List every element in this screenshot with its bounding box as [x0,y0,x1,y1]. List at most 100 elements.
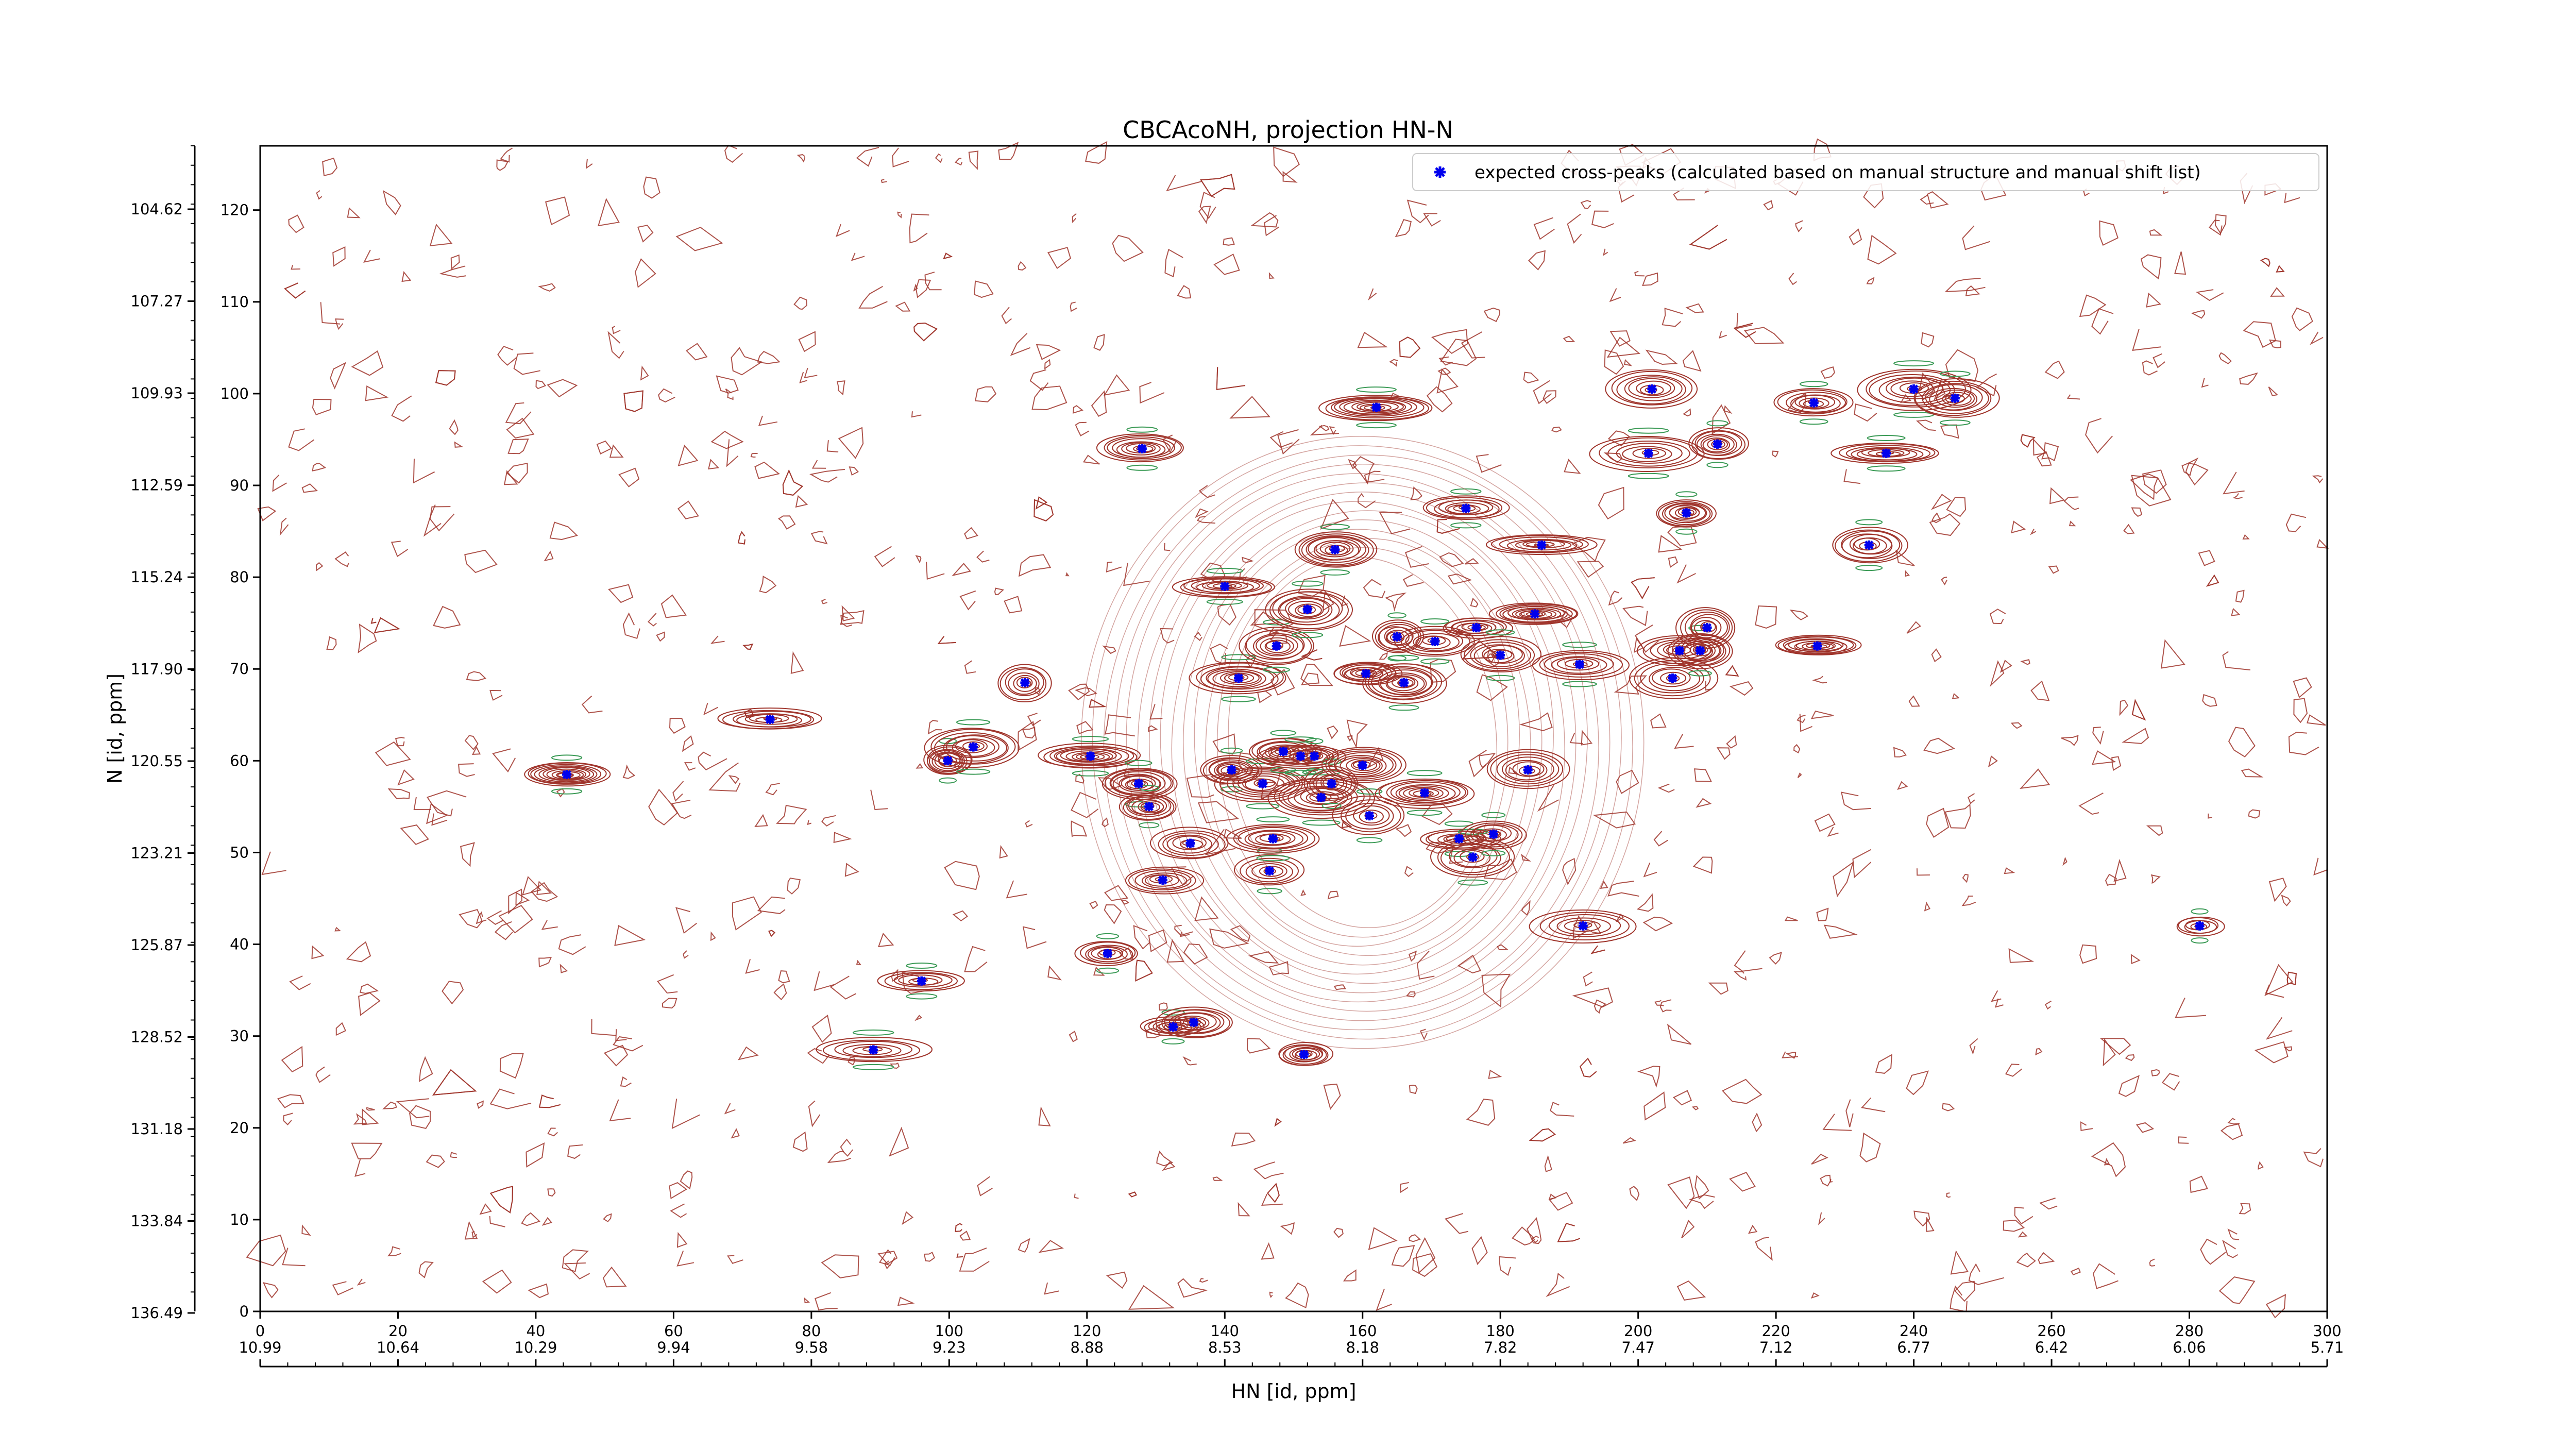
noise-contour [433,605,461,629]
noise-contour [1358,493,1376,509]
noise-contour [608,584,634,603]
noise-contour [2103,1038,2116,1067]
noise-contour [1952,693,1960,699]
expected-peak-marker [1265,866,1275,876]
noise-contour [1164,248,1183,278]
noise-contour [2285,513,2307,532]
noise-contour [728,775,740,784]
noise-contour [1036,344,1061,360]
noise-contour [856,959,862,966]
noise-contour [1476,454,1502,473]
noise-contour [937,636,957,644]
noise-contour [1483,858,1517,880]
noise-contour [429,223,453,247]
ppm-y-tick-label: 104.62 [131,200,183,218]
noise-contour [1400,1182,1409,1193]
noise-contour [547,1127,558,1137]
noise-contour [2030,528,2037,535]
noise-contour [677,500,699,519]
expected-peak-marker [1950,393,1960,403]
noise-contour [1789,609,1809,620]
peak-contour [1688,420,1749,468]
noise-contour [2195,289,2224,301]
noise-contour [2198,550,2215,566]
expected-peak-marker [1086,751,1095,761]
noise-contour [999,845,1008,859]
noise-contour [974,280,994,298]
noise-contour [622,764,636,779]
noise-contour [1818,1212,1825,1225]
noise-contour [564,1262,590,1280]
noise-contour [507,439,529,454]
noise-contour [591,1019,617,1036]
noise-contour [1772,450,1779,458]
noise-contour [1194,631,1202,642]
noise-contour [2175,997,2207,1018]
noise-contour [1363,579,1386,598]
noise-contour [2258,1161,2264,1170]
noise-contour [1128,1285,1175,1310]
noise-contour [870,789,888,811]
noise-contour [2104,1158,2110,1166]
noise-contour [1968,793,1975,804]
noise-contour [2142,469,2167,494]
noise-contour [346,941,371,963]
noise-contour [2131,699,2146,721]
noise-contour [1631,577,1655,600]
noise-contour [1965,285,1980,296]
noise-contour [2161,1073,2180,1091]
noise-contour [1488,1069,1502,1079]
peak-contour [1913,370,2000,426]
noise-contour [1076,721,1094,735]
expected-peak-marker [1296,751,1306,761]
noise-contour [322,157,338,177]
noise-contour [498,905,533,934]
noise-contour [538,956,552,968]
ppm-x-tick-label: 7.47 [1621,1339,1655,1356]
noise-contour [1924,901,1930,912]
expected-peak-marker [1809,398,1819,408]
noise-contour [1072,213,1077,223]
noise-contour [1341,819,1352,829]
noise-contour [1416,950,1435,980]
noise-contour [2032,438,2047,456]
noise-contour [2003,1220,2025,1232]
noise-contour [758,415,778,426]
contour-layer [246,138,2329,1319]
noise-contour [1906,621,1922,634]
noise-contour [778,970,790,984]
expected-peak-marker [1144,802,1154,812]
noise-contour [710,931,716,941]
noise-contour [2307,714,2326,726]
noise-contour [1927,191,1949,209]
noise-contour [2189,1175,2208,1193]
noise-contour [1457,954,1482,974]
noise-contour [1004,596,1023,614]
noise-contour [731,1128,740,1139]
expected-peak-marker [1258,779,1267,788]
noise-contour [1609,330,1631,347]
noise-contour [429,506,455,532]
noise-contour [1268,272,1275,279]
noise-contour [826,440,839,453]
noise-contour [1476,674,1508,701]
noise-contour [1419,1029,1428,1040]
noise-contour [2160,639,2185,669]
noise-contour [1408,950,1417,962]
noise-contour [1657,783,1675,793]
noise-contour [1859,1132,1881,1162]
noise-contour [596,440,612,454]
noise-contour [2123,524,2135,534]
noise-contour [1667,1023,1692,1045]
noise-contour [1569,732,1583,744]
noise-contour [2239,1203,2251,1215]
noise-contour [335,318,344,330]
noise-contour [782,469,804,496]
noise-contour [1238,1202,1250,1217]
noise-contour [1499,1256,1516,1276]
noise-contour [2178,1136,2189,1144]
noise-contour [1242,557,1254,563]
noise-contour [2291,307,2313,331]
noise-contour [1461,640,1501,660]
noise-contour [562,1249,589,1272]
